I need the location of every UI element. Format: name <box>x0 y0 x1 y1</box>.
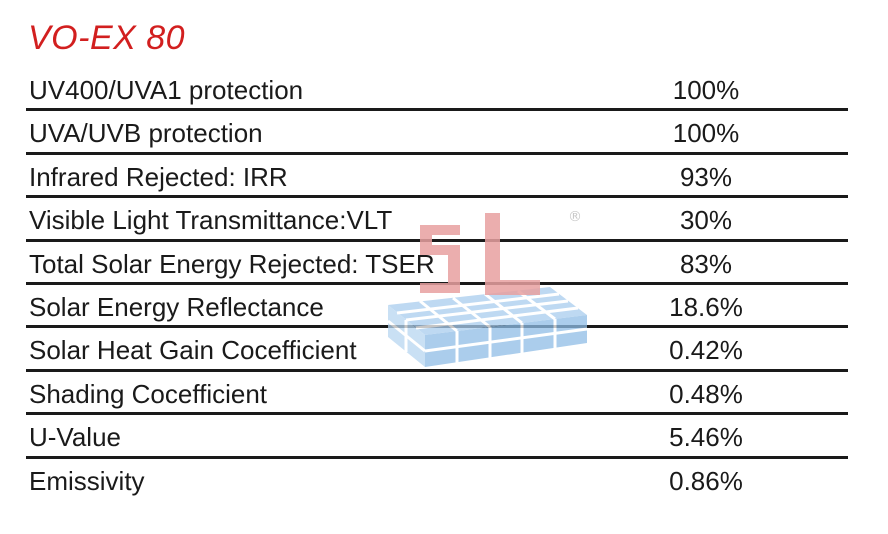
spec-row: U-Value 5.46% <box>26 415 848 459</box>
spec-row: Shading Cocefficient 0.48% <box>26 372 848 416</box>
spec-value: 93% <box>679 161 733 192</box>
spec-row: Solar Heat Gain Cocefficient 0.42% <box>26 328 848 372</box>
spec-label: Shading Cocefficient <box>29 378 268 409</box>
spec-value: 100% <box>672 75 740 105</box>
spec-label: Infrared Rejected: IRR <box>29 161 288 192</box>
spec-label: UVA/UVB protection <box>29 118 263 149</box>
spec-label: Emissivity <box>29 465 145 496</box>
spec-value: 5.46% <box>669 422 743 453</box>
spec-row: UVA/UVB protection 100% <box>26 111 848 155</box>
spec-label: Solar Heat Gain Cocefficient <box>29 335 357 366</box>
spec-value: 30% <box>679 205 733 236</box>
spec-row: Infrared Rejected: IRR 93% <box>26 155 848 199</box>
spec-row: Emissivity 0.86% <box>26 459 848 502</box>
spec-row: Solar Energy Reflectance 18.6% <box>26 285 848 329</box>
spec-row: Total Solar Energy Rejected: TSER 83% <box>26 242 848 285</box>
spec-label: U-Value <box>29 422 122 453</box>
spec-value: 83% <box>679 248 733 279</box>
spec-label: Visible Light Transmittance:VLT <box>29 205 393 236</box>
spec-row: UV400/UVA1 protection 100% <box>26 68 848 112</box>
spec-label: Total Solar Energy Rejected: TSER <box>29 248 435 279</box>
spec-value: 0.86% <box>669 465 743 496</box>
spec-table: UV400/UVA1 protection 100% UVA/UVB prote… <box>26 68 848 502</box>
spec-value: 0.42% <box>669 335 743 366</box>
spec-label: UV400/UVA1 protection <box>29 75 304 105</box>
spec-row: Visible Light Transmittance:VLT 30% <box>26 198 848 242</box>
spec-value: 100% <box>672 118 740 149</box>
spec-value: 0.48% <box>669 378 743 409</box>
page-title: VO-EX 80 <box>28 19 186 57</box>
spec-label: Solar Energy Reflectance <box>29 291 324 322</box>
spec-value: 18.6% <box>669 291 743 322</box>
